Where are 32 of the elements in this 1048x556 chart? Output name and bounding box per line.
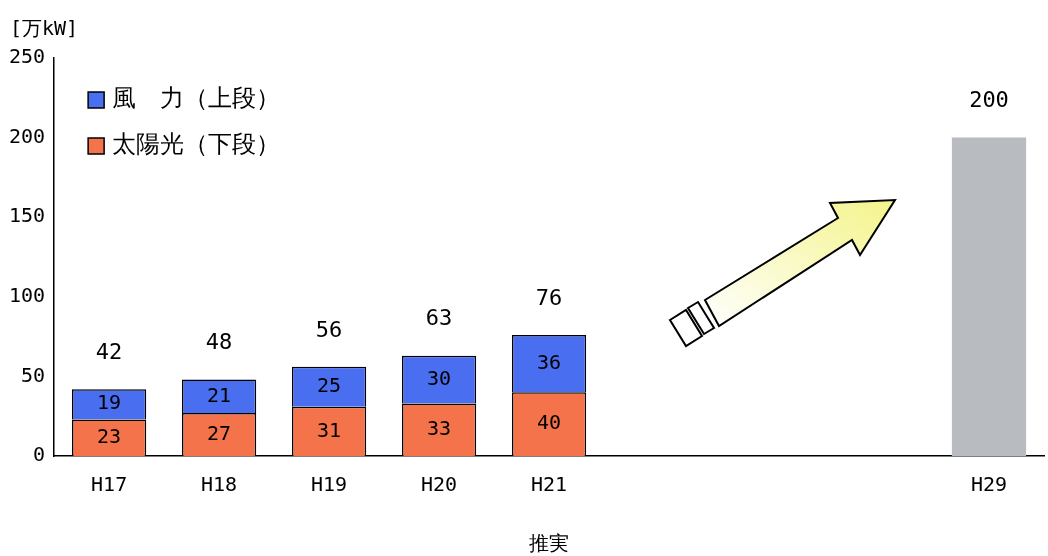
legend-label: 風 力（上段）	[112, 84, 281, 113]
y-tick-label: 100	[9, 283, 46, 307]
y-tick-label: 150	[9, 203, 46, 228]
total-label: 63	[425, 305, 453, 331]
total-label: 48	[205, 329, 233, 355]
x-tick-label: H20	[421, 472, 458, 497]
y-tick-label: 200	[9, 123, 46, 148]
y-tick-label: 0	[33, 442, 46, 467]
data-label: 33	[427, 415, 452, 440]
total-label: 200	[969, 87, 1009, 113]
legend-label: 太陽光（下段）	[112, 130, 281, 159]
x-tick-label: H21	[531, 472, 568, 497]
data-label: 19	[97, 390, 122, 415]
data-label: 21	[207, 382, 232, 407]
x-tick-label: H19	[311, 472, 348, 497]
data-label: 40	[537, 410, 562, 435]
total-label: 76	[535, 284, 563, 310]
data-label: 23	[97, 423, 122, 448]
y-axis-title: [万kW]	[10, 16, 79, 41]
total-label: 56	[315, 316, 343, 342]
data-label: 31	[317, 417, 342, 442]
data-label: 27	[207, 420, 232, 445]
x-tick-label: H18	[201, 472, 238, 497]
data-label: 30	[427, 365, 452, 390]
x-tick-label: H29	[970, 472, 1008, 497]
y-tick-label: 250	[9, 44, 46, 69]
x-tick-label: H17	[91, 472, 128, 497]
text: 推実	[529, 531, 570, 556]
data-label: 25	[317, 372, 342, 397]
data-label: 36	[537, 349, 562, 374]
total-label: 42	[95, 338, 123, 364]
y-tick-label: 50	[21, 362, 46, 387]
